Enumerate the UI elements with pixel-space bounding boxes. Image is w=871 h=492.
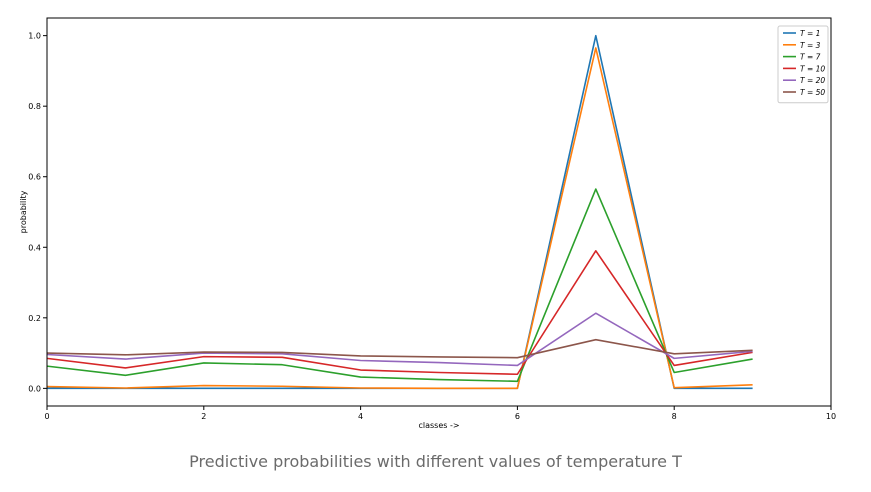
x-tick-label: 4 [358, 412, 363, 421]
series-lines [46, 34, 753, 390]
series-line-2 [46, 47, 753, 390]
y-axis-label: probability [19, 190, 28, 233]
series-line-4 [46, 250, 753, 376]
legend-entry-label: T = 20 [800, 76, 825, 85]
series-line-1 [47, 34, 753, 390]
plot-area-frame [46, 17, 832, 407]
series-line-5 [46, 312, 753, 367]
line-chart: 0 2 4 6 8 10 0.0 0.2 0.4 0.6 0.8 1.0 classes -> pro… [19, 17, 836, 430]
x-tick-label: 8 [672, 412, 677, 421]
y-tick-label: 0.2 [28, 314, 41, 323]
y-tick-label: 0.0 [28, 384, 41, 393]
x-axis-label: classes -> [418, 421, 459, 430]
figure-caption: Predictive probabilities with different … [189, 452, 682, 471]
legend: T = 1 T = 3 T = 7 T = 10 T = 20 T = 50 [777, 25, 829, 104]
legend-entry-label: T = 7 [800, 53, 821, 62]
y-tick-label: 1.0 [28, 32, 41, 41]
y-tick-label: 0.8 [28, 102, 41, 111]
x-tick-label: 10 [826, 412, 836, 421]
legend-entry-label: T = 1 [800, 29, 820, 38]
y-tick-label: 0.4 [28, 243, 41, 252]
legend-entry-label: T = 10 [800, 64, 825, 73]
series-line-3 [46, 188, 753, 383]
x-tick-label: 0 [44, 412, 49, 421]
series-line-6 [46, 338, 753, 359]
legend-entry-label: T = 3 [800, 41, 821, 50]
x-tick-label: 2 [201, 412, 206, 421]
x-tick-label: 6 [515, 412, 520, 421]
legend-entry-label: T = 50 [800, 88, 825, 97]
axis-ticks: 0 2 4 6 8 10 0.0 0.2 0.4 0.6 0.8 1.0 [28, 32, 836, 421]
y-tick-label: 0.6 [28, 173, 41, 182]
